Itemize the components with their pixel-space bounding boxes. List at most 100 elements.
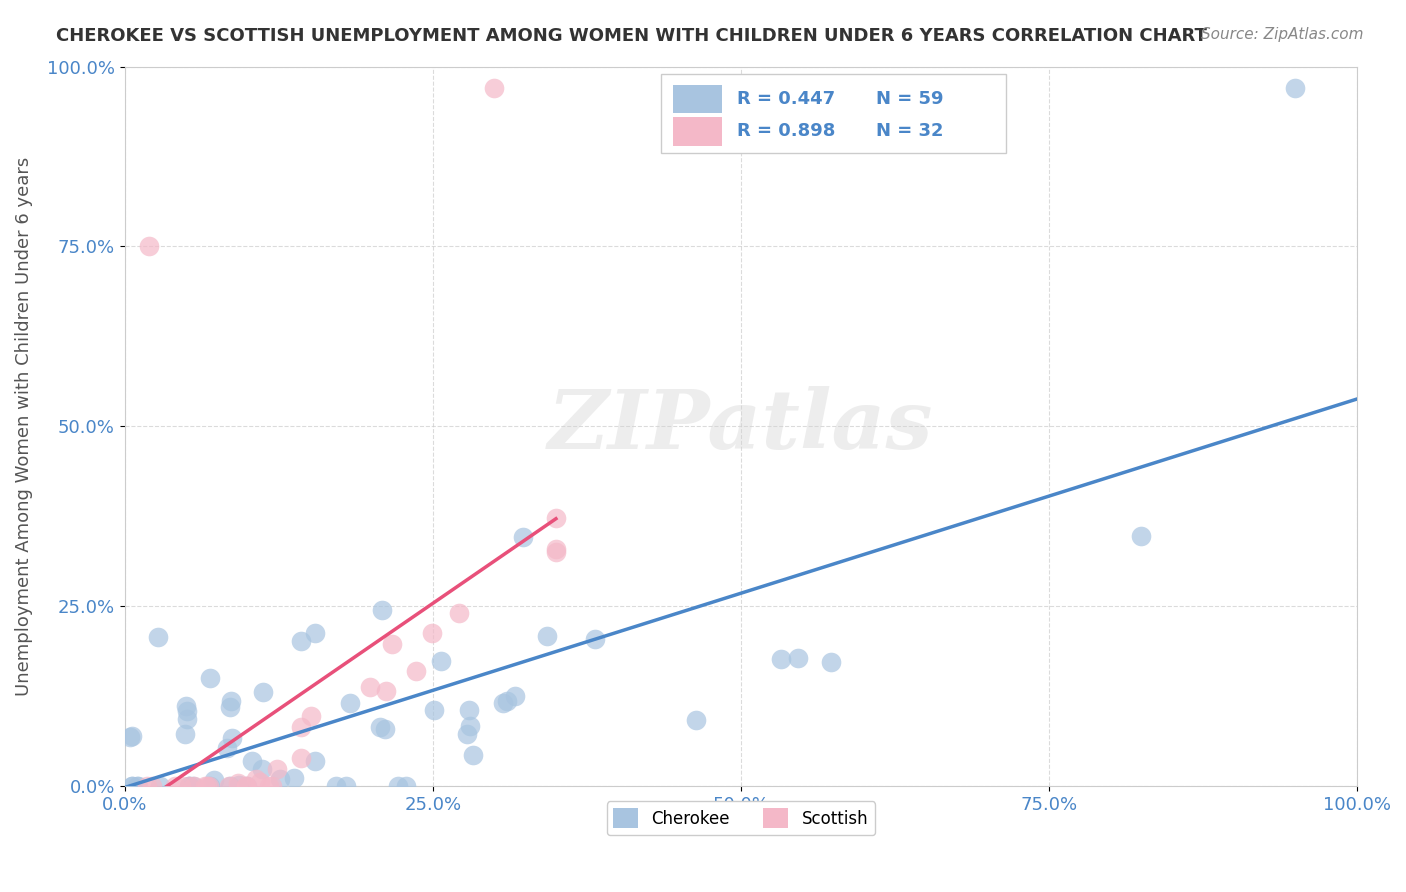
Point: [120, 730, 142, 744]
Point: [387, 779, 409, 793]
Point: [195, 779, 218, 793]
Point: [381, 637, 404, 651]
Point: [250, 763, 273, 777]
Point: [375, 684, 398, 698]
Point: [503, 690, 526, 704]
Text: CHEROKEE VS SCOTTISH UNEMPLOYMENT AMONG WOMEN WITH CHILDREN UNDER 6 YEARS CORREL: CHEROKEE VS SCOTTISH UNEMPLOYMENT AMONG …: [56, 27, 1208, 45]
Point: [820, 655, 842, 669]
Point: [368, 719, 391, 733]
Point: [240, 754, 263, 768]
Point: [1129, 529, 1152, 543]
Point: [198, 671, 221, 685]
Point: [177, 779, 200, 793]
Point: [266, 762, 288, 776]
Point: [1284, 81, 1306, 95]
Point: [235, 779, 257, 793]
Point: [290, 750, 312, 764]
Point: [304, 626, 326, 640]
Point: [374, 722, 396, 736]
Point: [176, 712, 198, 726]
Text: R = 0.898: R = 0.898: [737, 122, 835, 140]
Point: [787, 650, 810, 665]
Y-axis label: Unemployment Among Women with Children Under 6 years: Unemployment Among Women with Children U…: [15, 157, 32, 696]
Text: ZIPatlas: ZIPatlas: [548, 386, 934, 467]
Point: [304, 754, 326, 768]
Point: [283, 772, 305, 786]
Point: [197, 779, 219, 793]
Point: [202, 772, 225, 787]
Point: [174, 699, 197, 714]
Point: [262, 779, 284, 793]
FancyBboxPatch shape: [673, 117, 723, 145]
Point: [769, 652, 792, 666]
Point: [252, 685, 274, 699]
Point: [544, 542, 567, 557]
FancyBboxPatch shape: [661, 74, 1005, 153]
Legend: Cherokee, Scottish: Cherokee, Scottish: [606, 801, 875, 835]
Text: R = 0.447: R = 0.447: [737, 90, 835, 108]
Point: [138, 239, 160, 253]
Point: [339, 696, 361, 710]
Point: [219, 694, 242, 708]
Point: [235, 779, 257, 793]
Point: [218, 700, 240, 714]
Point: [121, 779, 143, 793]
Point: [177, 779, 200, 793]
Point: [249, 775, 271, 789]
Point: [149, 779, 172, 793]
Point: [183, 779, 205, 793]
Point: [290, 720, 312, 734]
Point: [170, 779, 193, 793]
Point: [512, 530, 534, 544]
Point: [269, 772, 291, 786]
Point: [370, 603, 392, 617]
Point: [136, 779, 159, 793]
Point: [430, 654, 453, 668]
Point: [228, 778, 250, 792]
Point: [325, 779, 347, 793]
Point: [245, 772, 267, 787]
Point: [583, 632, 606, 646]
Point: [218, 779, 240, 793]
Point: [463, 748, 485, 763]
Point: [335, 779, 357, 793]
Point: [121, 779, 143, 793]
Text: N = 32: N = 32: [876, 122, 943, 140]
Point: [221, 731, 243, 745]
Point: [217, 740, 239, 755]
Point: [218, 779, 240, 793]
Point: [226, 776, 249, 790]
Point: [496, 693, 519, 707]
Point: [176, 704, 198, 718]
Point: [163, 779, 186, 793]
Point: [544, 545, 567, 559]
Point: [141, 779, 163, 793]
Point: [177, 779, 200, 793]
Point: [121, 729, 143, 743]
Point: [290, 633, 312, 648]
Point: [685, 713, 707, 727]
Point: [127, 779, 149, 793]
Point: [422, 703, 444, 717]
Point: [544, 511, 567, 525]
Point: [257, 779, 280, 793]
Point: [457, 703, 479, 717]
Text: N = 59: N = 59: [876, 90, 943, 108]
Point: [395, 779, 418, 793]
Text: Source: ZipAtlas.com: Source: ZipAtlas.com: [1201, 27, 1364, 42]
Point: [447, 606, 470, 620]
Point: [484, 81, 506, 95]
Point: [125, 779, 148, 793]
Point: [456, 727, 478, 741]
Point: [174, 727, 197, 741]
Point: [405, 664, 427, 678]
Point: [458, 719, 481, 733]
Point: [492, 696, 515, 710]
Point: [148, 631, 170, 645]
Point: [536, 629, 558, 643]
Point: [235, 779, 257, 793]
Point: [420, 625, 443, 640]
Point: [183, 779, 205, 793]
Point: [299, 708, 322, 723]
Point: [359, 680, 381, 694]
